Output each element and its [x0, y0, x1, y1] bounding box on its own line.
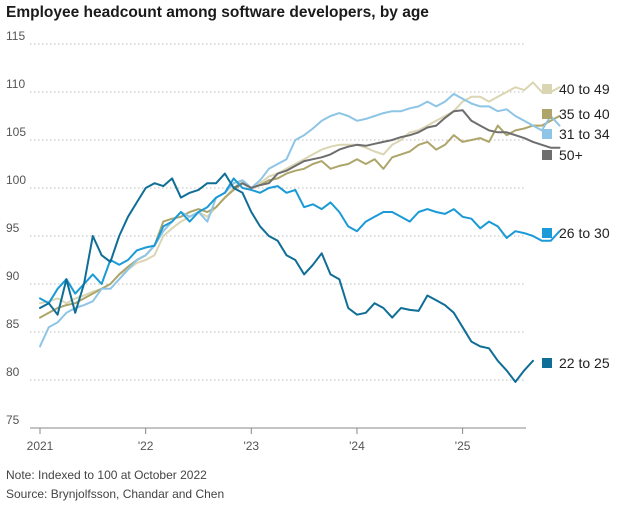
chart-source: Source: Brynjolfsson, Chandar and Chen — [6, 487, 225, 501]
x-tick-label: '24 — [349, 439, 365, 453]
x-tick-label: '23 — [243, 439, 259, 453]
legend-label: 50+ — [559, 147, 583, 163]
legend-label: 26 to 30 — [559, 225, 610, 241]
legend: 40 to 49 35 to 40 31 to 34 50+ 26 to 30 22 to… — [542, 81, 610, 371]
y-axis-ticks: 75 80 85 90 95 100 105 110 115 — [6, 29, 26, 427]
chart-title: Employee headcount among software develo… — [6, 4, 429, 21]
legend-swatch — [542, 129, 552, 139]
series-line-40-to-49 — [39, 81, 561, 305]
legend-item: 26 to 30 — [542, 225, 610, 241]
series-lines — [39, 81, 561, 383]
legend-label: 40 to 49 — [559, 81, 610, 97]
legend-item: 35 to 40 — [542, 106, 610, 122]
gridlines — [30, 43, 526, 429]
legend-label: 35 to 40 — [559, 106, 610, 122]
legend-swatch — [542, 228, 552, 238]
legend-label: 31 to 34 — [559, 126, 610, 142]
series-line-31-to-34 — [39, 92, 561, 348]
y-tick-label: 95 — [6, 221, 20, 235]
y-tick-label: 115 — [6, 29, 25, 43]
legend-item: 31 to 34 — [542, 126, 610, 142]
series-line-22-to-25 — [39, 172, 534, 383]
series-line-50-plus — [232, 109, 561, 189]
y-tick-label: 80 — [6, 365, 20, 379]
legend-swatch — [542, 150, 552, 160]
legend-item: 50+ — [542, 147, 583, 163]
chart-note: Note: Indexed to 100 at October 2022 — [6, 468, 207, 482]
legend-item: 22 to 25 — [542, 355, 610, 371]
y-tick-label: 105 — [6, 125, 26, 139]
legend-label: 22 to 25 — [559, 355, 610, 371]
x-tick-label: '22 — [138, 439, 154, 453]
y-tick-label: 75 — [6, 413, 20, 427]
series-line-35-to-40 — [39, 115, 561, 319]
legend-swatch — [542, 109, 552, 119]
legend-item: 40 to 49 — [542, 81, 610, 97]
y-tick-label: 90 — [6, 269, 20, 283]
x-axis-ticks: 2021 '22 '23 '24 '25 — [27, 428, 471, 453]
x-tick-label: 2021 — [27, 439, 54, 453]
y-tick-label: 110 — [6, 77, 25, 91]
legend-swatch — [542, 84, 552, 94]
x-tick-label: '25 — [455, 439, 471, 453]
series-line-26-to-30 — [39, 177, 561, 305]
legend-swatch — [542, 358, 552, 368]
y-tick-label: 100 — [6, 173, 26, 187]
y-tick-label: 85 — [6, 317, 20, 331]
